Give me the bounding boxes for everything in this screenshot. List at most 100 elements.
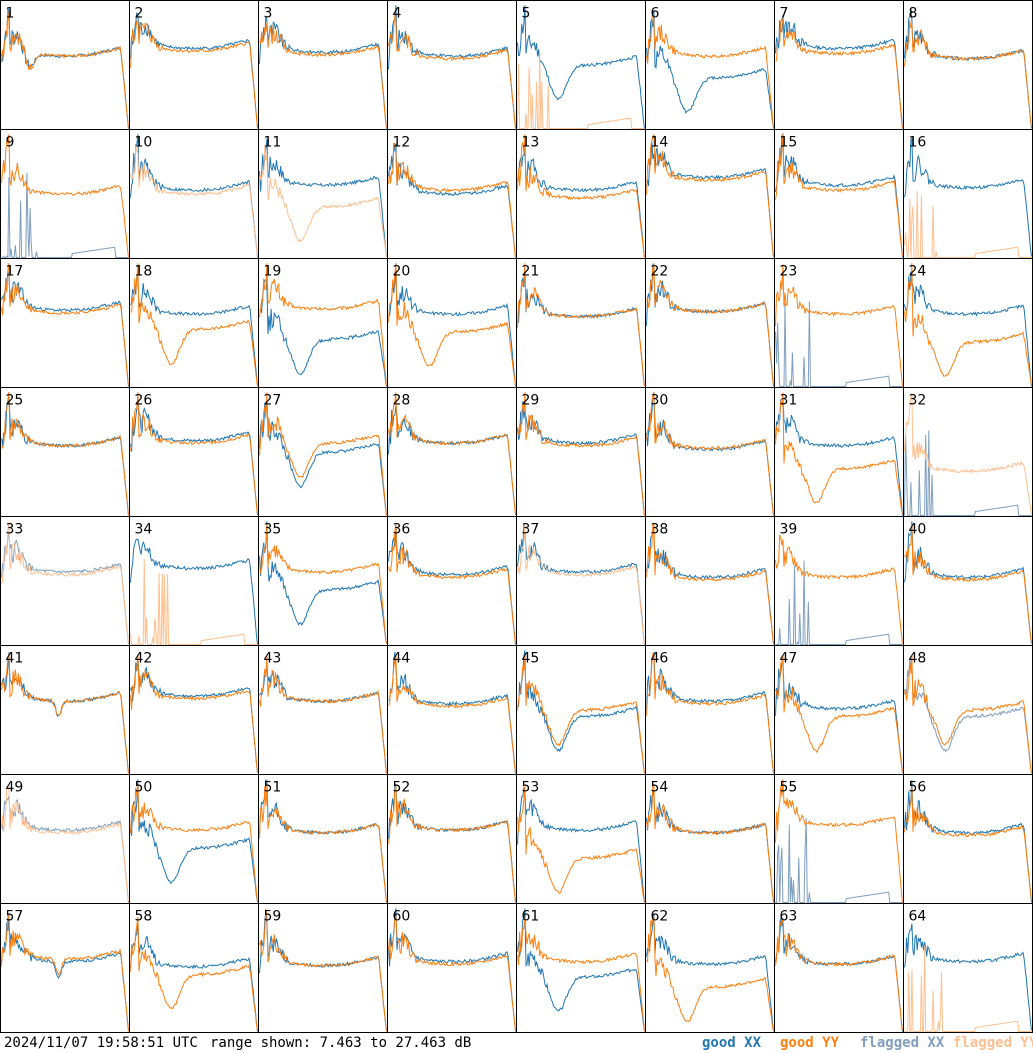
panel-label: 40 (909, 522, 927, 538)
panel-label: 15 (780, 135, 798, 151)
panel-label: 18 (135, 264, 153, 280)
trace-xx (904, 271, 1032, 387)
panel-frame (129, 645, 259, 775)
panel-10: 10 (129, 129, 259, 259)
trace-yy (130, 916, 258, 1031)
panel-label: 11 (264, 135, 282, 151)
trace-xx (646, 10, 774, 128)
trace-xx (517, 401, 645, 516)
panel-label: 12 (393, 135, 411, 151)
panel-label: 16 (909, 135, 927, 151)
trace-yy (1, 914, 129, 1032)
panel-2: 2 (129, 0, 259, 130)
panel-frame (258, 774, 388, 904)
panel-label: 26 (135, 393, 153, 409)
panel-54: 54 (645, 774, 775, 904)
panel-frame (0, 903, 130, 1033)
trace-xx (259, 400, 387, 516)
trace-yy (1, 11, 129, 128)
panel-label: 46 (651, 651, 669, 667)
panel-frame (645, 129, 775, 259)
trace-yy (259, 22, 387, 128)
panel-frame (129, 129, 259, 259)
trace-xx (130, 779, 258, 903)
trace-xx (130, 657, 258, 773)
trace-xx (517, 787, 645, 903)
panel-6: 6 (645, 0, 775, 130)
panel-label: 54 (651, 780, 669, 796)
trace-yy (517, 54, 645, 129)
trace-yy (1, 392, 129, 516)
panel-22: 22 (645, 258, 775, 388)
panel-frame (387, 387, 517, 517)
trace-xx (517, 5, 645, 129)
panel-frame (129, 774, 259, 904)
trace-xx (517, 650, 645, 773)
panel-26: 26 (129, 387, 259, 517)
trace-xx (130, 919, 258, 1032)
panel-frame (387, 0, 517, 130)
trace-xx (1, 172, 129, 259)
panel-30: 30 (645, 387, 775, 517)
panel-label: 45 (522, 651, 540, 667)
panel-55: 55 (774, 774, 904, 904)
trace-xx (1, 532, 129, 644)
panel-28: 28 (387, 387, 517, 517)
panel-38: 38 (645, 516, 775, 646)
trace-yy (388, 392, 516, 516)
trace-xx (1, 271, 129, 387)
trace-yy (775, 17, 903, 129)
panel-33: 33 (0, 516, 130, 646)
trace-yy (646, 912, 774, 1032)
panel-label: 51 (264, 780, 282, 796)
panel-5: 5 (516, 0, 646, 130)
panel-16: 16 (903, 129, 1033, 259)
panel-label: 2 (135, 6, 144, 22)
trace-yy (517, 263, 645, 387)
trace-xx (517, 266, 645, 386)
panel-11: 11 (258, 129, 388, 259)
panel-label: 48 (909, 651, 927, 667)
panel-63: 63 (774, 903, 904, 1033)
panel-label: 23 (780, 264, 798, 280)
trace-xx (259, 138, 387, 257)
panel-label: 4 (393, 6, 402, 22)
trace-xx (259, 911, 387, 1031)
trace-yy (388, 654, 516, 774)
panel-37: 37 (516, 516, 646, 646)
panel-label: 60 (393, 909, 411, 925)
legend-flagged-xx: flagged XX (860, 1035, 945, 1051)
trace-yy (130, 392, 258, 515)
trace-xx (388, 263, 516, 387)
panel-25: 25 (0, 387, 130, 517)
panel-34: 34 (129, 516, 259, 646)
trace-yy (904, 945, 1032, 1032)
panel-21: 21 (516, 258, 646, 388)
trace-yy (646, 134, 774, 258)
panel-label: 8 (909, 6, 918, 22)
trace-xx (775, 560, 903, 645)
panel-label: 3 (264, 6, 273, 22)
panel-frame (129, 0, 259, 130)
panel-label: 5 (522, 6, 531, 22)
trace-yy (388, 14, 516, 129)
panel-frame (645, 258, 775, 388)
panel-12: 12 (387, 129, 517, 259)
panel-label: 30 (651, 393, 669, 409)
panel-44: 44 (387, 645, 517, 775)
panel-frame (258, 0, 388, 130)
trace-yy (1, 783, 129, 902)
panel-label: 43 (264, 651, 282, 667)
panel-label: 6 (651, 6, 660, 22)
panel-frame (516, 516, 646, 646)
panel-32: 32 (903, 387, 1033, 517)
panel-label: 64 (909, 909, 927, 925)
trace-xx (904, 657, 1032, 774)
panel-frame (774, 0, 904, 130)
trace-yy (388, 785, 516, 903)
panel-14: 14 (645, 129, 775, 259)
panel-label: 36 (393, 522, 411, 538)
panel-frame (645, 774, 775, 904)
panel-53: 53 (516, 774, 646, 904)
trace-xx (259, 278, 387, 387)
